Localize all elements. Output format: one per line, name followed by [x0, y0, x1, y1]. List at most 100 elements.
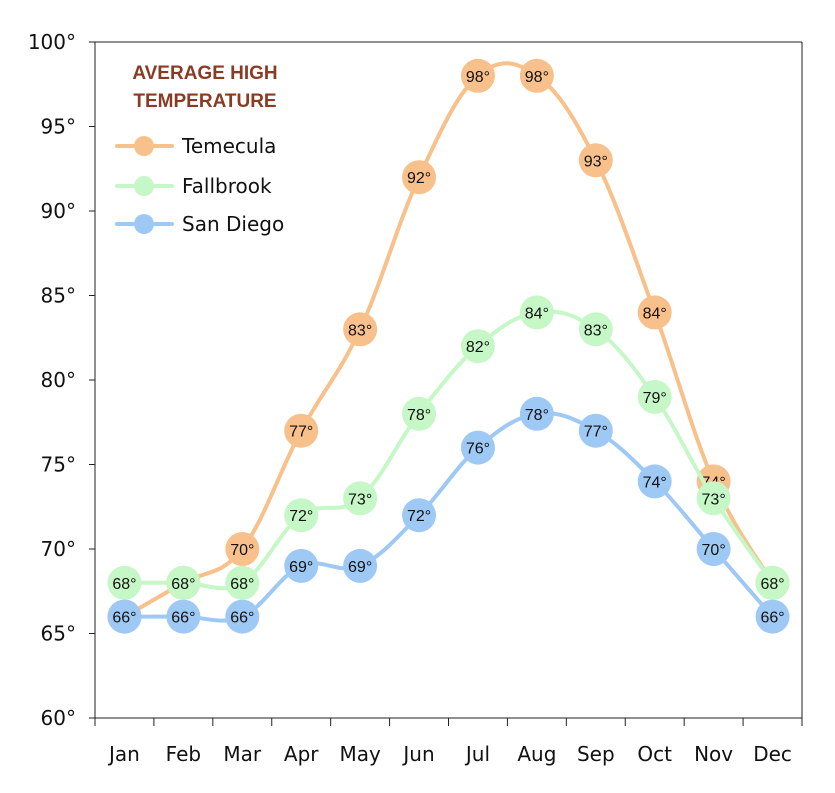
series-fallbrook: 68° 68° 68° 72° 73° 78° 82° 84° 83° 79° 73° 68°: [107, 295, 790, 600]
data-label: 68°: [760, 576, 784, 593]
data-label: 72°: [289, 508, 313, 525]
legend-marker: [134, 136, 154, 156]
data-label: 66°: [112, 610, 136, 627]
data-point: [578, 413, 613, 448]
series-layer: 66°68°70°77°83°92°98°98°93°84°74°68°68°6…: [107, 58, 790, 634]
y-tick-label: 90°: [41, 199, 76, 223]
y-tick-label: 75°: [41, 453, 76, 477]
chart-title-line-2: TEMPERATURE: [133, 91, 276, 112]
data-label: 66°: [230, 610, 254, 627]
data-point: [519, 396, 554, 431]
data-label: 72°: [407, 508, 431, 525]
data-label: 73°: [702, 491, 726, 508]
data-label: 66°: [171, 610, 195, 627]
x-tick-label: Sep: [577, 742, 615, 766]
data-point: [696, 481, 731, 516]
chart-title-line-1: AVERAGE HIGH: [132, 63, 277, 84]
data-label: 84°: [525, 305, 549, 322]
data-point: [284, 498, 319, 533]
data-point: [519, 295, 554, 330]
data-label: 98°: [466, 69, 490, 86]
legend-marker: [134, 214, 154, 234]
data-point: [166, 565, 201, 600]
data-label: 69°: [289, 559, 313, 576]
data-label: 98°: [525, 69, 549, 86]
data-point: [402, 160, 437, 195]
x-tick-label: Jan: [107, 742, 140, 766]
x-tick-label: Feb: [166, 742, 201, 766]
axes: 60° 65° 70° 75° 80° 85° 90° 95° 100° Jan Feb Mar Apr…: [28, 30, 803, 766]
data-point: [225, 599, 260, 634]
data-point: [284, 548, 319, 583]
legend-label: San Diego: [182, 212, 284, 236]
data-point: [284, 413, 319, 448]
data-point: [637, 295, 672, 330]
y-tick-label: 100°: [28, 30, 76, 54]
y-tick-label: 80°: [41, 368, 76, 392]
data-label: 70°: [702, 542, 726, 559]
legend-label: Fallbrook: [182, 174, 272, 198]
data-label: 68°: [230, 576, 254, 593]
data-point: [107, 599, 142, 634]
data-label: 92°: [407, 170, 431, 187]
y-tick-label: 85°: [41, 284, 76, 308]
data-label: 78°: [525, 407, 549, 424]
data-point: [578, 143, 613, 178]
y-tick-label: 95°: [41, 115, 76, 139]
legend-label: Temecula: [181, 134, 276, 158]
data-point: [107, 565, 142, 600]
data-point: [637, 379, 672, 414]
data-label: 74°: [643, 474, 667, 491]
data-point: [578, 312, 613, 347]
x-tick-label: May: [339, 742, 381, 766]
data-point: [343, 548, 378, 583]
x-tick-label: Jun: [401, 742, 434, 766]
x-tick-label: Oct: [637, 742, 672, 766]
x-tick-label: Nov: [694, 742, 733, 766]
data-label: 68°: [171, 576, 195, 593]
data-label: 83°: [584, 322, 608, 339]
x-tick-label: Jul: [464, 742, 490, 766]
data-point: [637, 464, 672, 499]
legend-marker: [134, 176, 154, 196]
data-label: 76°: [466, 441, 490, 458]
data-label: 77°: [584, 424, 608, 441]
data-label: 73°: [348, 491, 372, 508]
data-point: [402, 498, 437, 533]
data-point: [343, 481, 378, 516]
data-point: [519, 58, 554, 93]
data-label: 79°: [643, 390, 667, 407]
data-point: [460, 58, 495, 93]
data-label: 78°: [407, 407, 431, 424]
data-point: [460, 329, 495, 364]
data-label: 77°: [289, 424, 313, 441]
series-san-diego: 66° 66° 66° 69° 69° 72° 76° 78° 77° 74° 70° 66°: [107, 396, 790, 634]
data-label: 83°: [348, 322, 372, 339]
data-point: [755, 599, 790, 634]
data-point: [225, 532, 260, 566]
y-tick-label: 60°: [41, 706, 76, 730]
data-label: 68°: [112, 576, 136, 593]
data-label: 66°: [760, 610, 784, 627]
data-label: 84°: [643, 305, 667, 322]
x-tick-label: Aug: [517, 742, 556, 766]
legend: AVERAGE HIGH TEMPERATURE Temecula Fallbro…: [115, 63, 284, 236]
data-label: 82°: [466, 339, 490, 356]
x-tick-label: Mar: [223, 742, 262, 766]
data-label: 70°: [230, 542, 254, 559]
data-label: 93°: [584, 153, 608, 170]
data-point: [755, 565, 790, 600]
series-line: [122, 309, 775, 591]
x-tick-label: Apr: [284, 742, 319, 766]
data-point: [696, 532, 731, 566]
data-label: 69°: [348, 559, 372, 576]
data-point: [402, 396, 437, 431]
y-tick-label: 70°: [41, 537, 76, 561]
x-tick-label: Dec: [753, 742, 792, 766]
data-point: [166, 599, 201, 634]
data-point: [343, 312, 378, 347]
data-point: [460, 430, 495, 465]
y-tick-label: 65°: [41, 622, 76, 646]
data-point: [225, 565, 260, 600]
